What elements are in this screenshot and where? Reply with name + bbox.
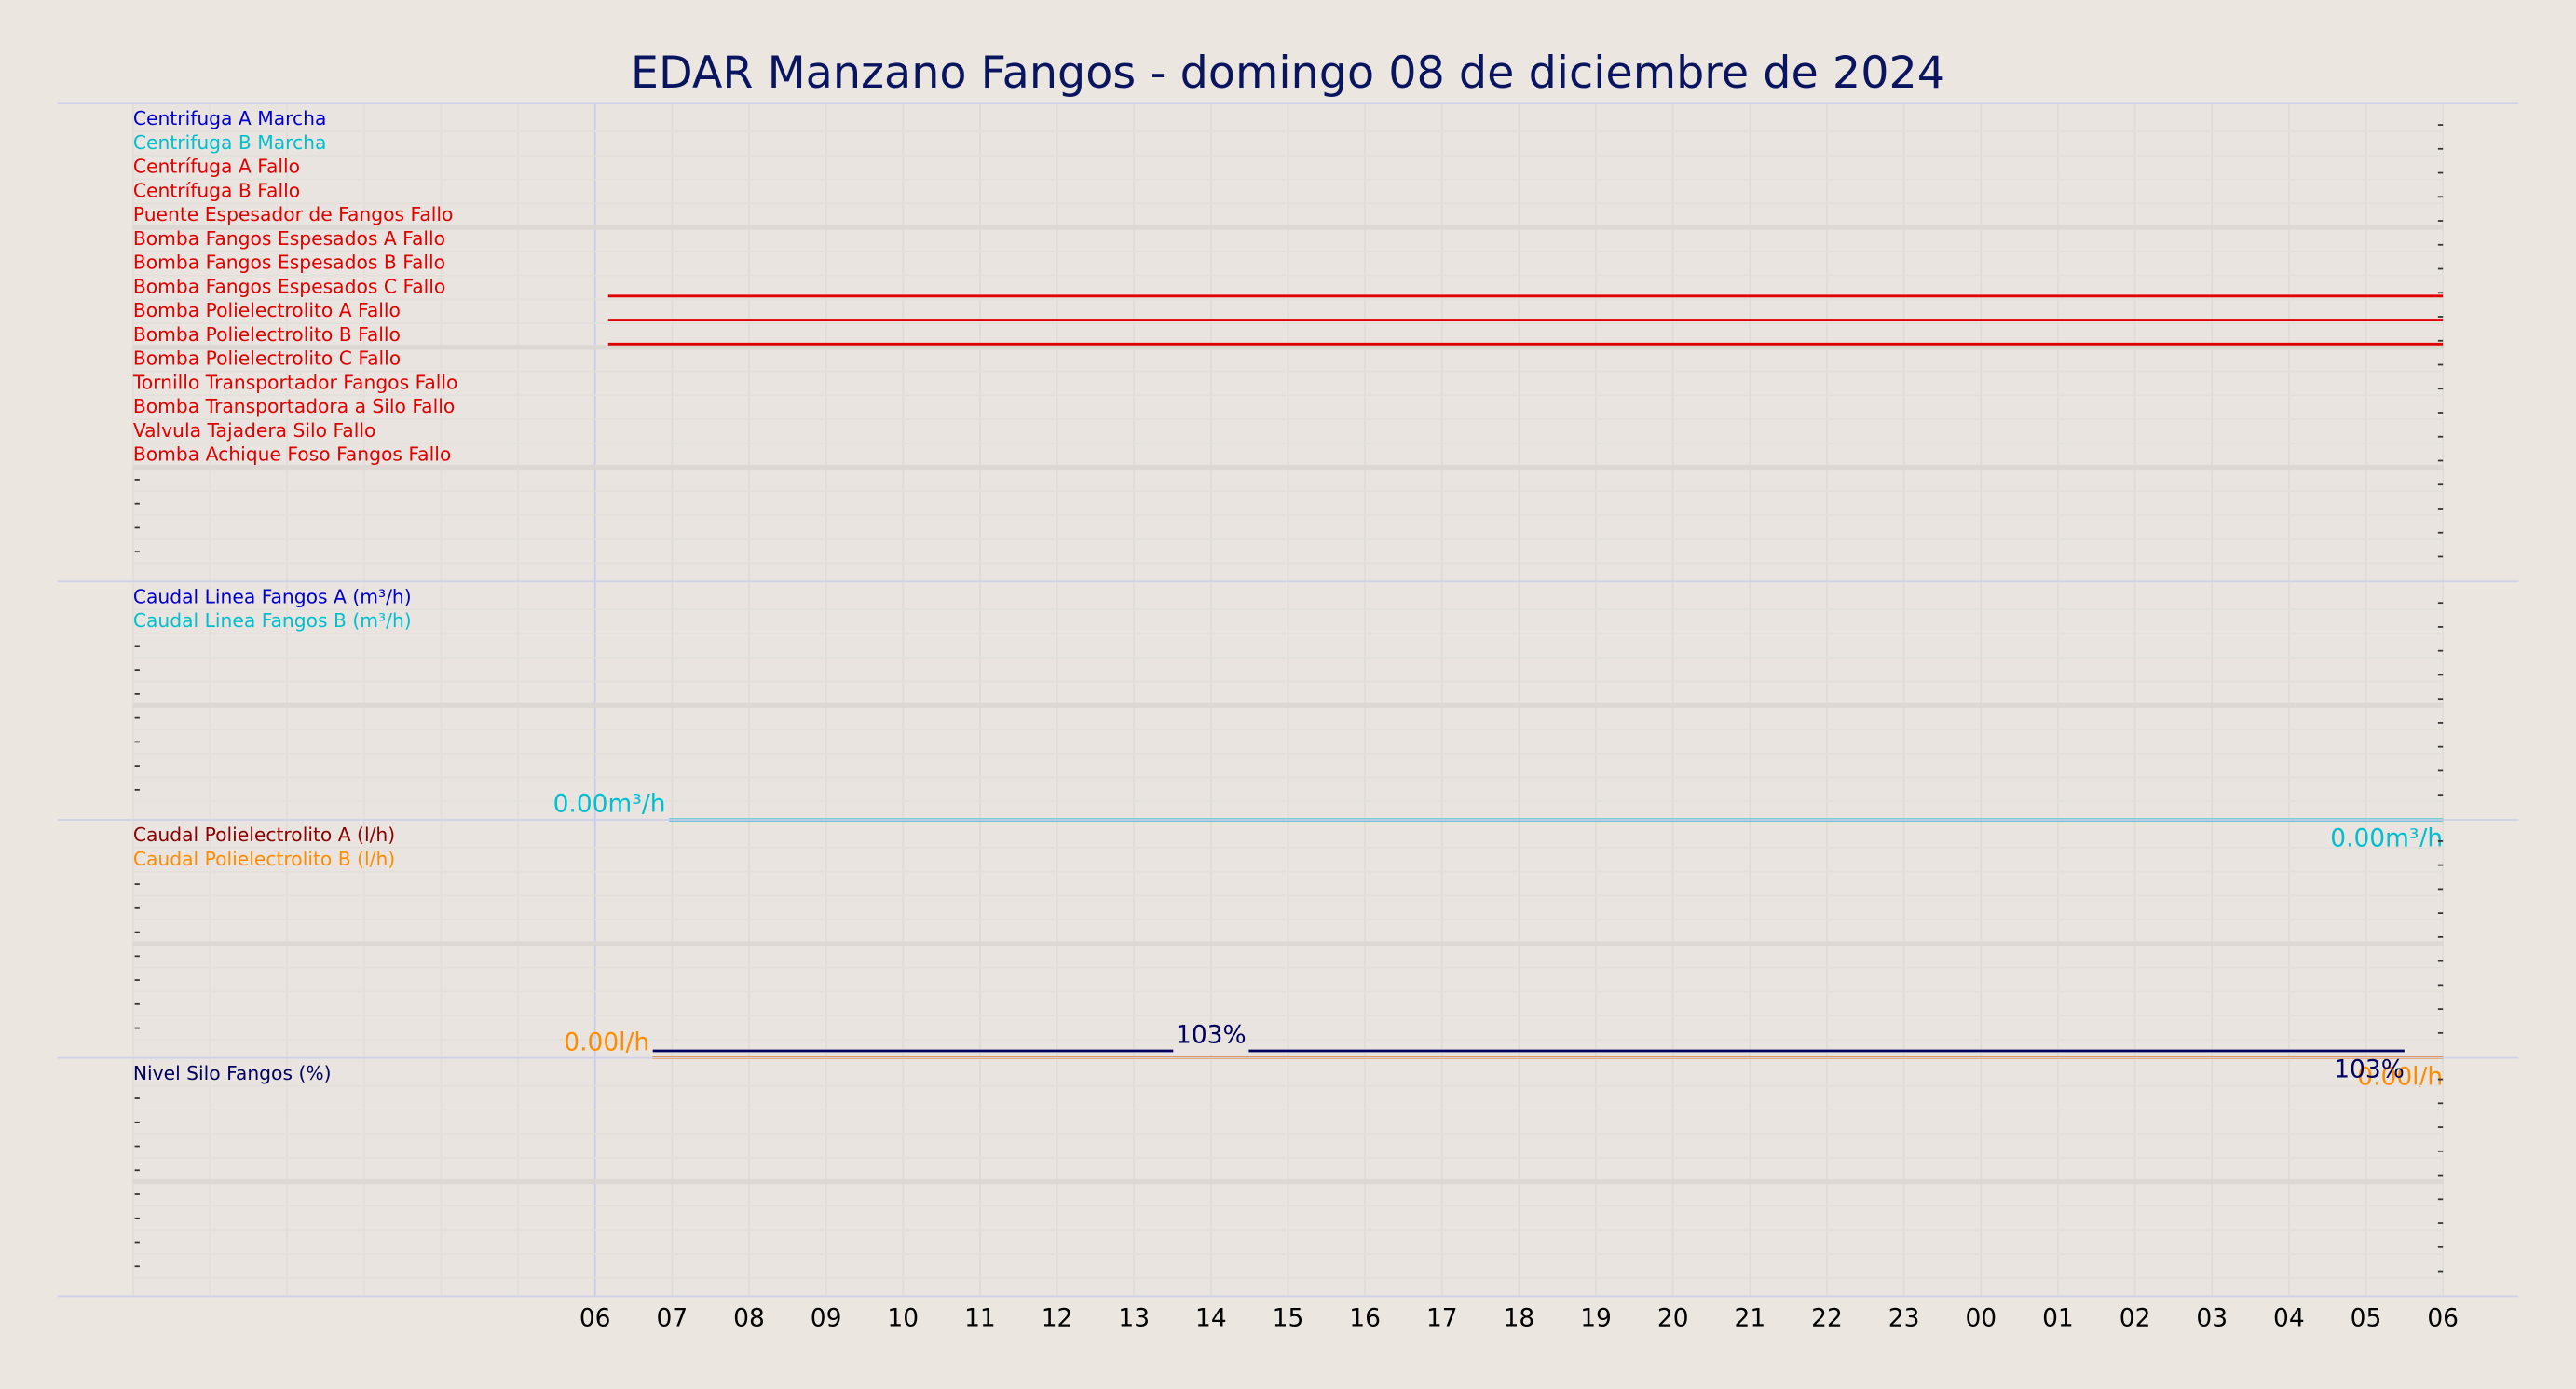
legend-label: Bomba Polielectrolito A Fallo [133, 299, 401, 321]
legend-label: Puente Espesador de Fangos Fallo [133, 203, 454, 225]
legend-label: Bomba Transportadora a Silo Fallo [133, 395, 455, 417]
x-tick-label: 04 [2273, 1304, 2305, 1333]
x-tick-label: 02 [2119, 1304, 2151, 1333]
x-tick-label: 22 [1811, 1304, 1843, 1333]
x-tick-label: 06 [2427, 1304, 2459, 1333]
x-tick-label: 21 [1735, 1304, 1766, 1333]
legend-label: Bomba Fangos Espesados B Fallo [133, 252, 445, 274]
legend-label: Tornillo Transportador Fangos Fallo [132, 371, 458, 393]
legend-label: Bomba Polielectrolito C Fallo [133, 347, 401, 370]
legend-label: Centrífuga A Fallo [133, 156, 300, 178]
label-gap [1173, 1047, 1249, 1055]
x-tick-label: 17 [1426, 1304, 1458, 1333]
x-tick-label: 05 [2351, 1304, 2382, 1333]
legend-label: Valvula Tajadera Silo Fallo [133, 419, 376, 442]
x-tick-label: 12 [1042, 1304, 1073, 1333]
x-tick-label: 00 [1965, 1304, 1997, 1333]
legend-label: Caudal Polielectrolito A (l/h) [133, 824, 395, 846]
x-tick-label: 16 [1349, 1304, 1381, 1333]
x-tick-label: 06 [579, 1304, 611, 1333]
x-tick-label: 11 [964, 1304, 996, 1333]
x-tick-label: 10 [887, 1304, 919, 1333]
value-label: 0.00l/h [564, 1028, 649, 1056]
chart-title: EDAR Manzano Fangos - domingo 08 de dici… [631, 48, 1945, 99]
x-tick-label: 14 [1195, 1304, 1227, 1333]
x-tick-label: 09 [811, 1304, 842, 1333]
x-tick-label: 15 [1273, 1304, 1304, 1333]
legend-label: Centrífuga B Fallo [133, 179, 300, 201]
legend-label: Caudal Linea Fangos B (m³/h) [133, 609, 412, 632]
x-tick-label: 07 [657, 1304, 688, 1333]
legend-label: Bomba Achique Foso Fangos Fallo [133, 443, 451, 466]
legend-label: Caudal Linea Fangos A (m³/h) [133, 585, 412, 607]
legend-label: Centrifuga A Marcha [133, 107, 327, 129]
value-label: 0.00m³/h [2330, 824, 2443, 853]
x-tick-label: 18 [1504, 1304, 1535, 1333]
value-label: 103% [1176, 1021, 1247, 1050]
legend-label: Caudal Polielectrolito B (l/h) [133, 848, 395, 870]
legend-label: Nivel Silo Fangos (%) [133, 1062, 332, 1084]
x-tick-label: 13 [1118, 1304, 1150, 1333]
x-tick-label: 19 [1580, 1304, 1612, 1333]
x-tick-label: 03 [2196, 1304, 2228, 1333]
x-tick-label: 08 [733, 1304, 765, 1333]
x-tick-label: 23 [1888, 1304, 1920, 1333]
x-tick-label: 20 [1657, 1304, 1689, 1333]
legend-label: Centrifuga B Marcha [133, 131, 327, 154]
legend-label: Bomba Polielectrolito B Fallo [133, 323, 401, 346]
legend-label: Bomba Fangos Espesados C Fallo [133, 275, 446, 297]
value-label: 0.00m³/h [553, 790, 666, 819]
x-tick-label: 01 [2042, 1304, 2074, 1333]
legend-label: Bomba Fangos Espesados A Fallo [133, 227, 445, 250]
value-label: 103% [2334, 1055, 2405, 1084]
